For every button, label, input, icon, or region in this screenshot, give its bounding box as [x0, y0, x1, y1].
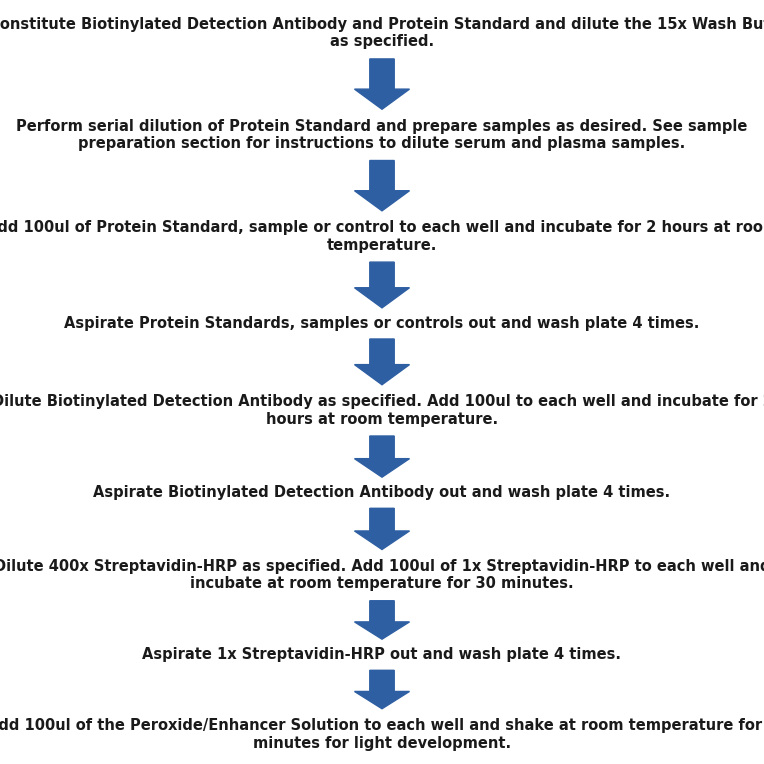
Text: Add 100ul of the Peroxide/Enhancer Solution to each well and shake at room tempe: Add 100ul of the Peroxide/Enhancer Solut… — [0, 718, 764, 750]
Text: Dilute 400x Streptavidin-HRP as specified. Add 100ul of 1x Streptavidin-HRP to e: Dilute 400x Streptavidin-HRP as specifie… — [0, 559, 764, 591]
FancyArrow shape — [354, 508, 410, 549]
FancyArrow shape — [354, 601, 410, 639]
FancyArrow shape — [354, 59, 410, 109]
FancyArrow shape — [354, 436, 410, 478]
Text: Add 100ul of Protein Standard, sample or control to each well and incubate for 2: Add 100ul of Protein Standard, sample or… — [0, 220, 764, 253]
Text: Aspirate Biotinylated Detection Antibody out and wash plate 4 times.: Aspirate Biotinylated Detection Antibody… — [93, 485, 671, 500]
Text: Aspirate Protein Standards, samples or controls out and wash plate 4 times.: Aspirate Protein Standards, samples or c… — [64, 316, 700, 331]
Text: Dilute Biotinylated Detection Antibody as specified. Add 100ul to each well and : Dilute Biotinylated Detection Antibody a… — [0, 394, 764, 426]
FancyArrow shape — [354, 339, 410, 385]
FancyArrow shape — [354, 160, 410, 211]
Text: Reconstitute Biotinylated Detection Antibody and Protein Standard and dilute the: Reconstitute Biotinylated Detection Anti… — [0, 17, 764, 50]
FancyArrow shape — [354, 670, 410, 709]
FancyArrow shape — [354, 262, 410, 308]
Text: Perform serial dilution of Protein Standard and prepare samples as desired. See : Perform serial dilution of Protein Stand… — [16, 118, 748, 151]
Text: Aspirate 1x Streptavidin-HRP out and wash plate 4 times.: Aspirate 1x Streptavidin-HRP out and was… — [143, 647, 621, 662]
